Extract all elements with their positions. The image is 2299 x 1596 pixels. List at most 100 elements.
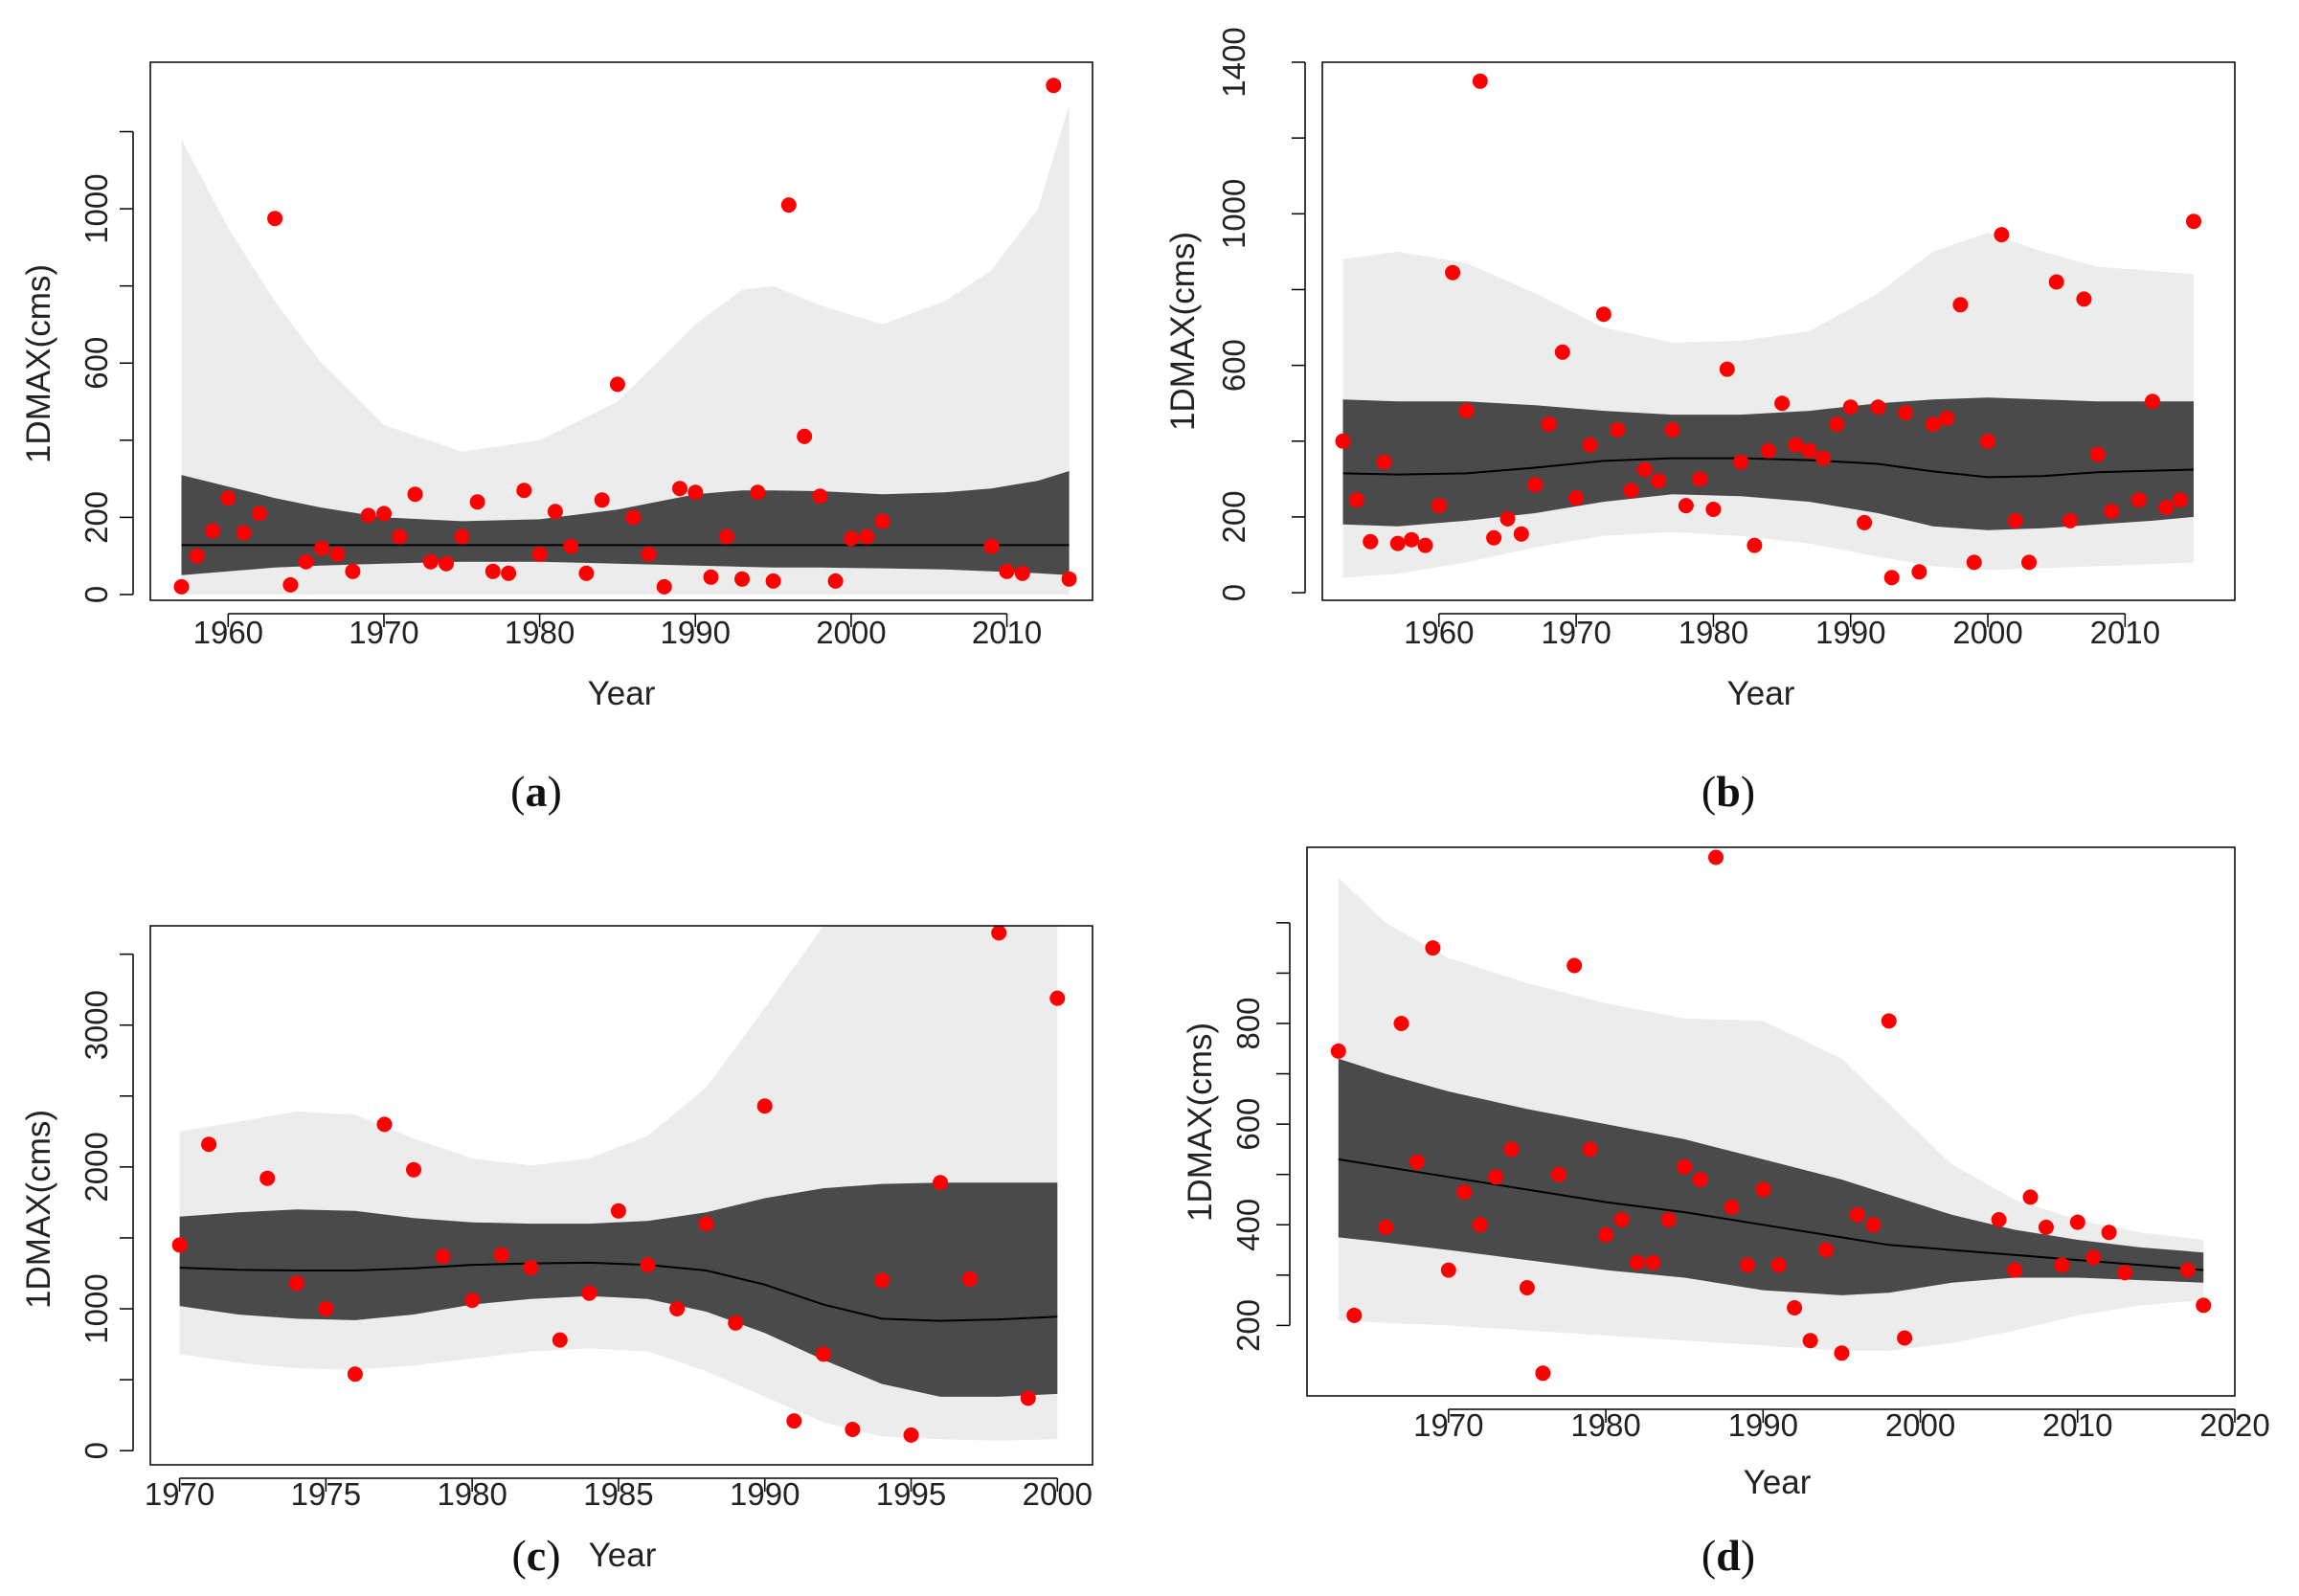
data-point <box>1925 416 1941 432</box>
data-point <box>1046 78 1062 94</box>
plot-frame <box>149 925 1093 1466</box>
data-point <box>1425 940 1441 956</box>
data-point <box>641 546 657 562</box>
data-point <box>1378 1219 1394 1235</box>
data-point <box>1980 433 1995 449</box>
y-tick-label: 1000 <box>79 1273 114 1343</box>
data-point <box>406 1161 421 1178</box>
data-point <box>493 1247 509 1263</box>
data-point <box>1499 510 1516 527</box>
data-point <box>1865 1217 1882 1233</box>
plot-frame <box>1321 61 2236 601</box>
data-point <box>469 494 485 510</box>
data-point <box>1897 1330 1913 1346</box>
data-point <box>2076 291 2092 307</box>
data-point <box>1488 1169 1504 1185</box>
plot-frame <box>149 61 1093 601</box>
data-point <box>1513 526 1529 542</box>
x-axis-title: Year <box>588 675 656 712</box>
data-point <box>205 523 221 539</box>
data-point <box>1629 1254 1645 1270</box>
data-point <box>501 565 517 581</box>
inner-uncertainty-band <box>181 471 1070 575</box>
data-point <box>827 573 844 589</box>
plot-area <box>1335 73 2201 586</box>
plot-frame <box>1306 846 2236 1397</box>
data-point <box>1911 564 1927 580</box>
x-tick-label: 1960 <box>1404 615 1474 650</box>
data-point <box>2038 1219 2054 1235</box>
data-point <box>2007 512 2023 528</box>
y-tick-label: 1000 <box>79 173 114 243</box>
data-point <box>1801 442 1817 459</box>
data-point <box>656 578 672 595</box>
data-point <box>2130 492 2147 508</box>
data-point <box>843 530 859 547</box>
data-point <box>1857 514 1873 530</box>
data-point <box>2085 1249 2102 1266</box>
x-tick-label: 1990 <box>1728 1407 1798 1443</box>
data-point <box>1991 1212 2007 1227</box>
data-point <box>669 1301 686 1316</box>
data-point <box>523 1260 539 1276</box>
data-point <box>1755 1181 1771 1198</box>
y-tick-label: 3000 <box>79 990 114 1060</box>
x-tick-label: 1960 <box>193 615 263 650</box>
median-line <box>179 1261 1058 1322</box>
data-point <box>1966 554 1982 571</box>
y-tick-label: 0 <box>79 1442 114 1459</box>
data-point <box>439 555 454 572</box>
data-point <box>983 538 1000 554</box>
y-tick-label: 0 <box>1216 584 1251 601</box>
data-point <box>347 1366 363 1382</box>
data-point <box>734 571 750 587</box>
data-point <box>2145 393 2160 410</box>
x-tick-label: 1970 <box>1413 1407 1483 1443</box>
data-point <box>1456 1184 1473 1201</box>
data-point <box>698 1216 714 1232</box>
data-point <box>1719 361 1735 377</box>
y-tick-label: 1000 <box>1216 179 1251 249</box>
data-point <box>1692 471 1708 487</box>
data-point <box>201 1136 217 1153</box>
y-tick-label: 200 <box>79 491 114 544</box>
data-point <box>718 528 734 545</box>
data-point <box>2196 1297 2212 1314</box>
x-tick-label: 1980 <box>1679 615 1748 650</box>
data-point <box>1554 344 1570 360</box>
data-point <box>609 376 625 393</box>
data-point <box>1898 405 1914 421</box>
data-point <box>933 1175 949 1191</box>
plot-area <box>171 926 1066 1443</box>
x-tick-label: 2010 <box>972 615 1042 650</box>
data-point <box>1664 421 1680 438</box>
x-tick-label: 1990 <box>661 615 731 650</box>
data-point <box>859 528 875 545</box>
data-point <box>1708 849 1724 865</box>
chart-panel-a: 1960 1970 1980 1990 2000 2010 0 200 600 1000 Year 1… <box>20 61 1093 816</box>
data-point <box>1486 529 1502 546</box>
data-point <box>1747 537 1763 553</box>
data-point <box>703 569 719 585</box>
x-tick-label: 1990 <box>1815 615 1885 650</box>
x-tick-label: 2010 <box>2042 1407 2112 1443</box>
data-point <box>173 578 190 595</box>
data-point <box>1503 1141 1520 1158</box>
x-axis-title: Year <box>1727 675 1795 712</box>
data-point <box>1550 1166 1566 1182</box>
outer-uncertainty-band <box>181 104 1070 596</box>
data-point <box>1348 492 1364 508</box>
data-point <box>1376 454 1392 470</box>
y-tick-label: 400 <box>1230 1199 1266 1251</box>
data-point <box>1724 1199 1740 1215</box>
data-point <box>687 484 704 501</box>
data-point <box>422 553 439 570</box>
data-point <box>1472 73 1488 89</box>
data-point <box>2022 1189 2039 1205</box>
chart-panel-d: 1970 1980 1990 2000 2010 2020 200 400 600 800 Year… <box>1182 846 2270 1580</box>
data-point <box>845 1422 861 1437</box>
data-point <box>329 546 346 562</box>
y-tick-label: 0 <box>79 586 114 603</box>
data-point <box>1014 565 1030 581</box>
